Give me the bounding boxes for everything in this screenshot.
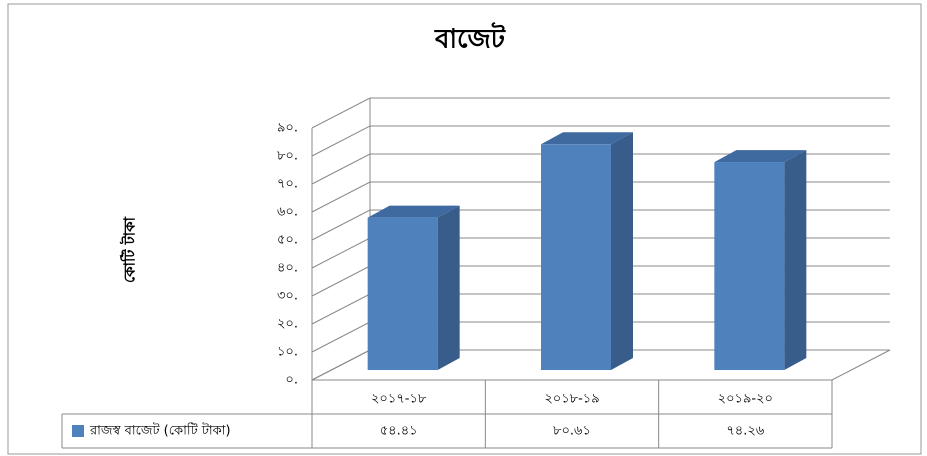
bar-side (437, 205, 460, 370)
y-tick-label: ৪০. (277, 261, 298, 276)
y-tick-label: ৬০. (277, 205, 298, 220)
bar (367, 217, 438, 370)
x-tick-label: ২০১৯-২০ (718, 392, 773, 407)
y-tick-label: ১০. (277, 345, 298, 360)
bar-top (714, 150, 807, 163)
y-tick-label: ৭০. (277, 177, 298, 192)
grid-line (311, 153, 890, 185)
y-axis-label: কোটি টাকা (120, 216, 139, 283)
bar-side (784, 150, 807, 370)
chart-title: বাজেট (434, 22, 506, 55)
bar-top (367, 205, 460, 218)
y-tick-label: ২০. (277, 317, 298, 332)
data-label: ৭৪.২৬ (726, 424, 764, 439)
x-tick-label: ২০১৭-১৮ (371, 392, 427, 407)
y-tick-label: ৫০. (277, 233, 298, 248)
y-tick-label: ৯০. (277, 121, 298, 136)
legend-swatch (72, 425, 84, 437)
grid-line (311, 97, 890, 129)
bar-top (541, 132, 633, 145)
legend-label: রাজস্ব বাজেট (কোটি টাকা) (89, 423, 231, 439)
y-tick-label: ০. (285, 373, 298, 388)
data-label: ৫৪.৪১ (380, 424, 418, 439)
x-tick-label: ২০১৮-১৯ (544, 392, 599, 407)
data-label: ৮০.৬১ (553, 424, 591, 439)
grid-line (311, 125, 890, 157)
y-tick-label: ৩০. (277, 289, 298, 304)
bar-side (611, 132, 633, 370)
y-tick-label: ৮০. (277, 149, 298, 164)
bar (714, 162, 785, 370)
bar (541, 144, 611, 370)
